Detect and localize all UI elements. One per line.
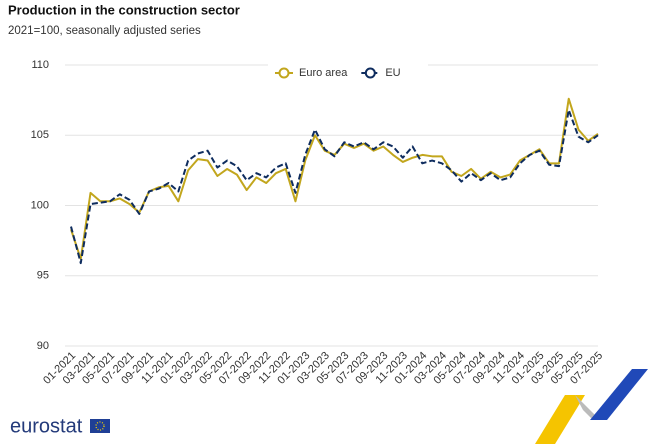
y-tick-label: 100	[31, 199, 49, 211]
eu-flag	[90, 419, 110, 433]
y-tick-label: 90	[37, 340, 49, 352]
legend-label: Euro area	[299, 67, 348, 79]
legend-marker	[364, 67, 376, 79]
y-tick-label: 110	[31, 59, 49, 71]
legend: Euro area EU	[268, 63, 428, 83]
legend-label: EU	[385, 67, 400, 79]
brand-ribbon	[535, 369, 648, 444]
legend-background	[268, 63, 428, 83]
series-line	[70, 108, 599, 265]
y-tick-label: 95	[37, 270, 49, 282]
plot-area: 909510010511001-202103-202105-202107-202…	[31, 59, 606, 387]
legend-item[interactable]: Euro area	[275, 67, 348, 79]
y-tick-label: 105	[31, 129, 49, 141]
logo-text: eurostat	[10, 415, 83, 437]
series-line	[70, 97, 599, 260]
legend-item[interactable]: EU	[361, 67, 401, 79]
chart-title: Production in the construction sector	[8, 2, 240, 17]
chart-subtitle: 2021=100, seasonally adjusted series	[8, 25, 201, 37]
legend-marker	[278, 67, 290, 79]
